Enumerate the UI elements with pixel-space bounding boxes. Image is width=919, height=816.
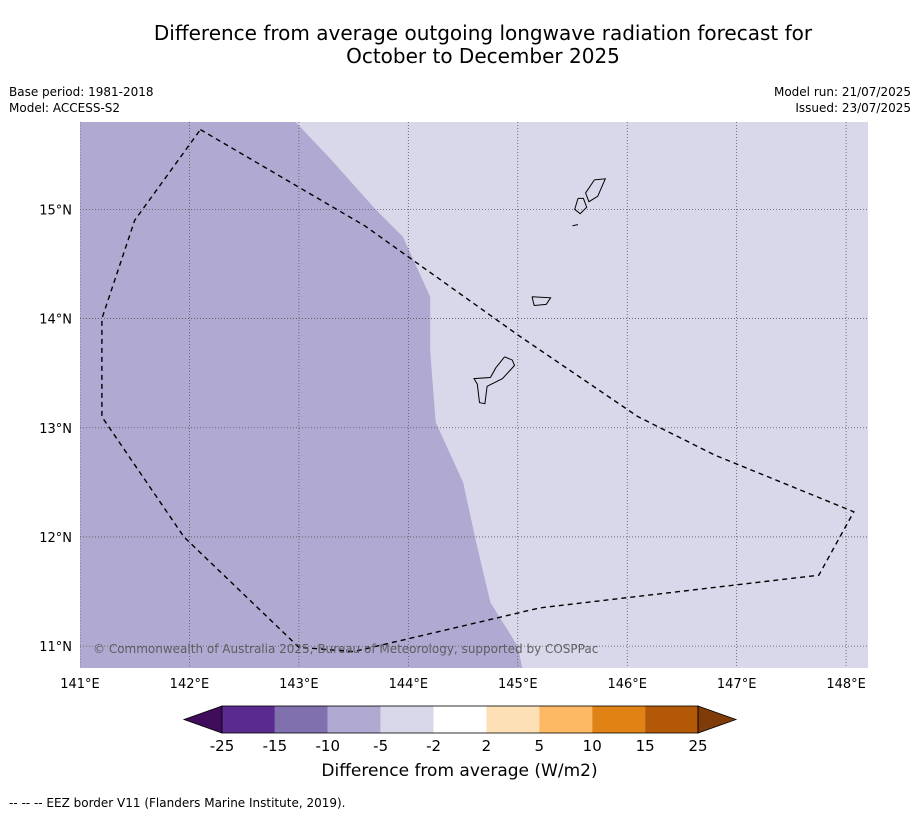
- x-tick-label: 142°E: [170, 677, 210, 692]
- y-tick-label: 11°N: [39, 640, 72, 655]
- island-coastline: [572, 224, 579, 227]
- colorbar-segment: [222, 706, 275, 733]
- island-coastline: [473, 356, 516, 405]
- colorbar-tick-label: -5: [373, 737, 388, 755]
- x-tick-label: 141°E: [60, 677, 100, 692]
- plot-area: [80, 122, 868, 668]
- colorbar-extend-low: [182, 705, 223, 734]
- colorbar-tick-label: -25: [210, 737, 235, 755]
- meta-left: Base period: 1981-2018 Model: ACCESS-S2: [9, 84, 154, 116]
- colorbar-segment: [486, 706, 540, 733]
- x-tick-label: 147°E: [717, 677, 757, 692]
- colorbar-segment: [380, 706, 434, 733]
- colorbar-tick-label: -2: [426, 737, 441, 755]
- x-tick-label: 145°E: [498, 677, 538, 692]
- title-line-1: Difference from average outgoing longwav…: [153, 21, 813, 45]
- title-line-2: October to December 2025: [346, 44, 620, 68]
- model-name: Model: ACCESS-S2: [9, 101, 121, 115]
- island-coastline: [585, 178, 607, 203]
- colorbar-segment: [645, 706, 698, 733]
- meta-right: Model run: 21/07/2025 Issued: 23/07/2025: [774, 84, 911, 116]
- x-tick-label: 148°E: [826, 677, 866, 692]
- colorbar-tick-label: -15: [263, 737, 288, 755]
- colorbar-segment: [274, 706, 328, 733]
- copyright-text: © Commonwealth of Australia 2025, Bureau…: [93, 642, 598, 656]
- y-tick-label: 13°N: [39, 422, 72, 437]
- y-tick-label: 15°N: [39, 203, 72, 218]
- colorbar-frame: [221, 705, 699, 734]
- colorbar-tick-label: 25: [688, 737, 707, 755]
- x-tick-label: 143°E: [279, 677, 319, 692]
- colorbar-tick-label: -10: [316, 737, 341, 755]
- x-tick-label: 146°E: [607, 677, 647, 692]
- colorbar-tick-label: 5: [535, 737, 545, 755]
- eez-footnote: -- -- -- EEZ border V11 (Flanders Marine…: [9, 796, 346, 810]
- colorbar-label: Difference from average (W/m2): [321, 761, 598, 781]
- model-run: Model run: 21/07/2025: [773, 85, 911, 99]
- colorbar-segment: [539, 706, 593, 733]
- colorbar-tick-label: 2: [482, 737, 492, 755]
- x-tick-label: 144°E: [389, 677, 429, 692]
- y-tick-label: 12°N: [39, 531, 72, 546]
- colorbar-segment: [433, 706, 487, 733]
- island-coastline: [574, 197, 588, 215]
- colorbar-extend-high: [697, 705, 738, 734]
- issued-date: Issued: 23/07/2025: [795, 101, 911, 115]
- eez-border: [101, 128, 855, 653]
- chart-title: Difference from average outgoing longwav…: [0, 22, 919, 68]
- colorbar-segment: [592, 706, 646, 733]
- base-period: Base period: 1981-2018: [9, 85, 154, 99]
- colorbar-tick-label: 10: [583, 737, 602, 755]
- colorbar-tick-label: 15: [636, 737, 655, 755]
- y-tick-label: 14°N: [39, 313, 72, 328]
- colorbar-segment: [327, 706, 381, 733]
- island-coastline: [531, 296, 552, 307]
